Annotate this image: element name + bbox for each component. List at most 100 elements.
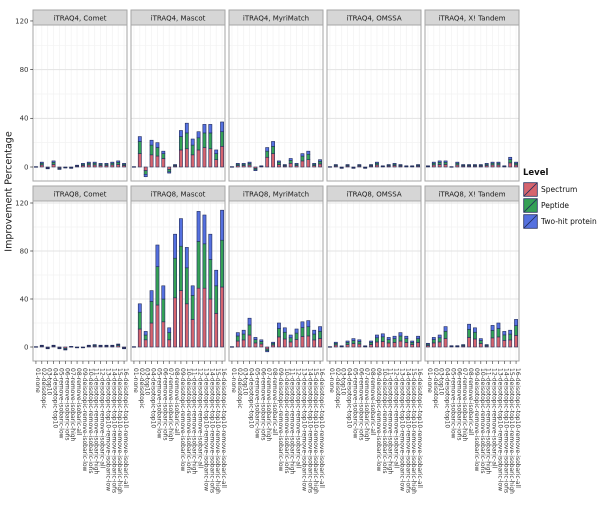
bar-segment — [473, 331, 477, 340]
bar-segment — [208, 148, 213, 168]
bar-segment — [300, 321, 305, 328]
bar-segment — [220, 209, 224, 241]
bar-segment — [235, 335, 240, 342]
bar-segment — [300, 155, 305, 162]
bar-segment — [184, 303, 189, 348]
y-axis-title: Improvement Percentage — [3, 131, 15, 252]
bar-segment — [265, 350, 270, 353]
x-tick-label: 11-deisotopic-remove-isobaric-high — [387, 368, 394, 475]
bar-segment — [490, 161, 495, 164]
bar-segment — [143, 166, 148, 171]
bar-segment — [190, 138, 195, 146]
bar-segment — [208, 233, 213, 260]
x-tick-label: 10-deisotopic-remove-isobaric-ions — [185, 368, 192, 474]
bar-segment — [398, 164, 403, 166]
x-tick-label: 07-remove-isobaric-high — [69, 368, 76, 442]
panel-strip-title: iTRAQ8, MyriMatch — [243, 191, 309, 199]
bar-segment — [265, 346, 270, 350]
bar-segment — [202, 124, 207, 134]
bar-segment — [467, 329, 471, 338]
legend-title: Level — [523, 168, 549, 178]
bar-segment — [137, 311, 142, 330]
bar-segment — [92, 344, 97, 346]
bar-segment — [104, 163, 109, 165]
bar-segment — [39, 164, 44, 168]
x-tick-label: 12-deisotopic-remove-isobaric-all — [295, 368, 302, 469]
bar-segment — [416, 338, 420, 343]
x-tick-label: 12-deisotopic-remove-isobaric-all — [491, 368, 498, 469]
x-tick-label: 12-deisotopic-remove-isobaric-all — [393, 368, 400, 469]
bar-segment — [318, 159, 322, 162]
bar-segment — [345, 344, 350, 348]
bar-segment — [351, 338, 356, 341]
bar-segment — [143, 339, 148, 348]
y-tick-label: 40 — [20, 295, 29, 303]
bar-segment — [404, 342, 409, 348]
bar-segment — [190, 154, 195, 168]
bar-segment — [202, 243, 207, 289]
bar-segment — [179, 149, 183, 168]
x-tick-label: 13-deisotopic-top10-remove-isobaric-low — [398, 368, 405, 491]
x-tick-label: 02-deisotopic — [236, 368, 243, 409]
bar-segment — [167, 327, 172, 333]
x-tick-label: 09-deisotopic-remove-isobaric-low — [375, 368, 382, 472]
bar-segment — [455, 164, 460, 168]
bar-segment — [375, 164, 379, 168]
bar-segment — [179, 136, 183, 151]
bar-segment — [63, 349, 68, 351]
bar-segment — [143, 174, 148, 178]
bar-segment — [431, 342, 436, 348]
x-tick-label: 01-none — [328, 368, 335, 393]
legend-entry: Two-hit protein — [523, 214, 599, 229]
bar-segment — [116, 160, 121, 163]
bar-segment — [247, 317, 252, 326]
bar-segment — [271, 141, 275, 147]
bar-segment — [167, 169, 172, 173]
x-tick-label: 13-deisotopic-top10-remove-isobaric-low — [202, 368, 209, 491]
bar-segment — [271, 341, 275, 344]
bar-segment — [443, 326, 448, 332]
x-tick-label: 03-top10 — [144, 368, 151, 395]
bar-segment — [431, 337, 436, 340]
bar-segment — [490, 164, 495, 168]
x-tick-label: 11-deisotopic-remove-isobaric-high — [93, 368, 100, 475]
x-tick-label: 05-remove-isobaric-low — [57, 368, 64, 439]
x-tick-label: 14-deisotopic-top10-remove-isobaric-ions — [404, 368, 411, 493]
x-tick-label: 02-deisotopic — [40, 368, 47, 409]
bar-segment — [496, 322, 501, 329]
bar-segment — [190, 319, 195, 348]
panel-strip — [228, 9, 324, 26]
bar-segment — [214, 313, 219, 348]
bar-segment — [508, 162, 513, 168]
panel-strip — [424, 185, 520, 202]
panel-strip-title: iTRAQ8, OMSSA — [346, 191, 401, 199]
x-tick-label: 10-deisotopic-remove-isobaric-ions — [283, 368, 290, 474]
bar-segment — [149, 290, 154, 302]
x-tick-label: 09-deisotopic-remove-isobaric-low — [179, 368, 186, 472]
bar-segment — [161, 153, 166, 159]
bar-segment — [51, 160, 56, 163]
bar-segment — [312, 333, 317, 341]
x-tick-label: 15-deisotopic-top10-remove-isobaric-high — [312, 368, 319, 494]
bar-segment — [184, 247, 189, 269]
bar-segment — [259, 343, 264, 348]
legend-entry-label: Two-hit protein — [541, 217, 597, 226]
panel-strip-title: iTRAQ4, Mascot — [151, 15, 206, 23]
bar-segment — [478, 164, 483, 166]
bar-segment — [306, 153, 311, 160]
bar-segment — [288, 163, 293, 168]
bar-segment — [473, 327, 477, 333]
bar-segment — [208, 132, 213, 150]
bar-segment — [306, 335, 311, 348]
bar-segment — [235, 340, 240, 348]
x-tick-label: 07-remove-isobaric-high — [461, 368, 468, 442]
bar-segment — [294, 163, 299, 165]
x-tick-label: 14-deisotopic-top10-remove-isobaric-ions — [110, 368, 117, 493]
x-tick-label: 05-remove-isobaric-low — [155, 368, 162, 439]
bar-segment — [214, 285, 219, 314]
bar-segment — [333, 344, 338, 348]
panel-strip-title: iTRAQ8, Mascot — [151, 191, 206, 199]
bar-segment — [478, 338, 483, 341]
bar-segment — [318, 330, 322, 339]
